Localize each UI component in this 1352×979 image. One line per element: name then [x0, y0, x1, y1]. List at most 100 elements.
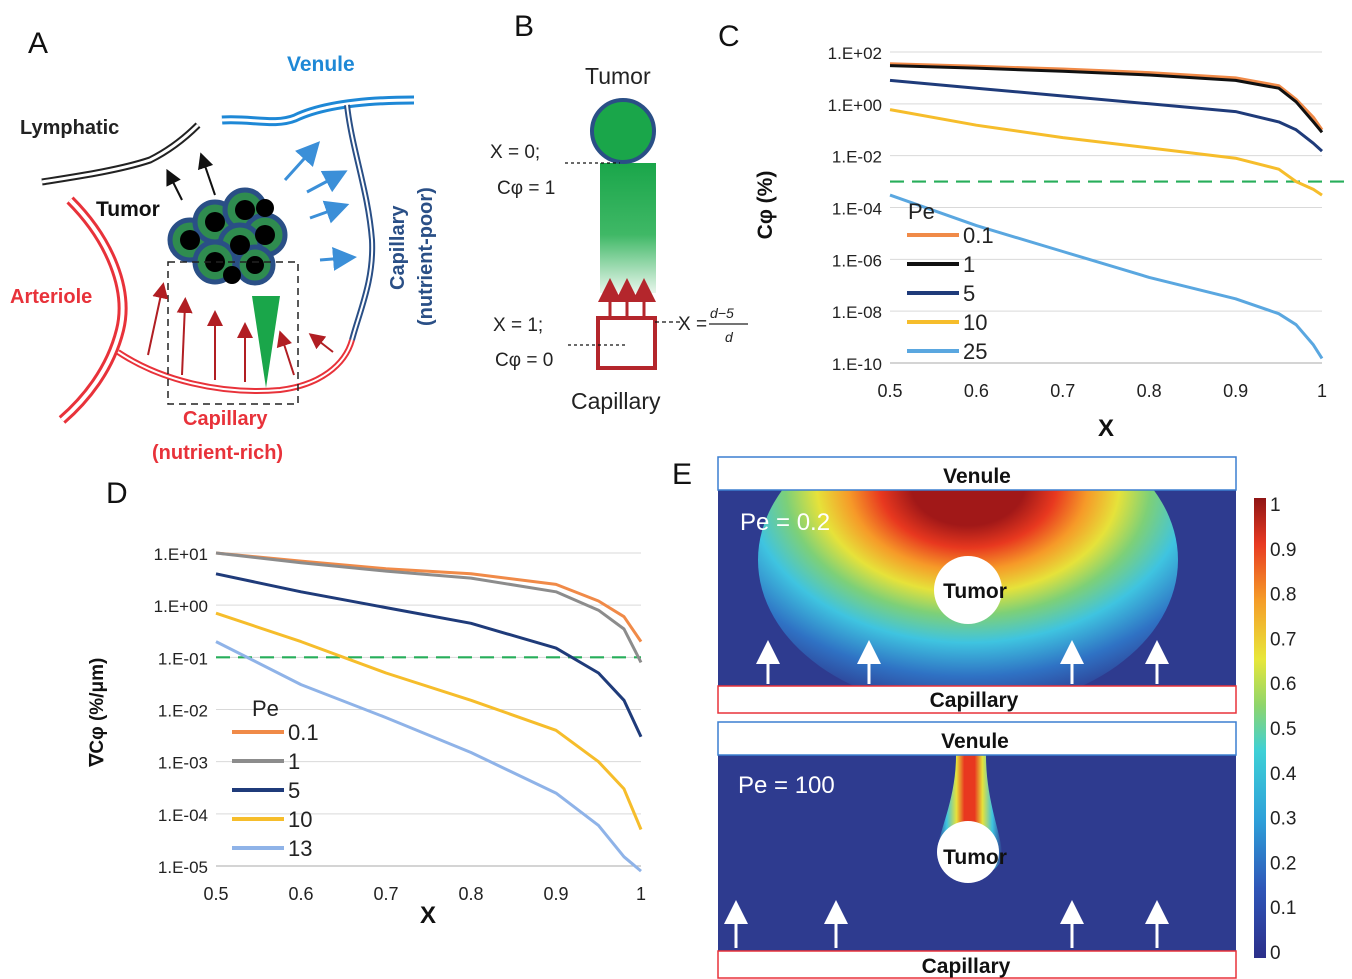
legend-label: 13	[288, 836, 312, 861]
x-tick-label: 0.5	[203, 884, 228, 904]
legend-label: 10	[963, 310, 987, 335]
tumor-label-e-bottom: Tumor	[943, 846, 1007, 869]
series-line-0_1	[889, 62, 1324, 131]
tumor-circle-e-top	[934, 556, 1002, 624]
x-tick-label: 0.7	[373, 884, 398, 904]
x-tick-label: 0.8	[1137, 381, 1162, 401]
capillary-label-top: Capillary	[930, 689, 1019, 712]
venule-label-bottom: Venule	[941, 730, 1009, 753]
ticks-d: 1.E+01 1.E+00 1.E-01 1.E-02 1.E-03 1.E-04 1.E-…	[154, 545, 646, 904]
panel-letter-a: A	[28, 27, 48, 60]
series-lines-c	[889, 62, 1347, 360]
x-tick-label: 0.8	[458, 884, 483, 904]
x1-label: X = 1;	[493, 315, 543, 336]
c1-label: Cφ = 1	[497, 178, 555, 199]
capillary-label-bottom: Capillary	[922, 955, 1011, 978]
lymphatic-label: Lymphatic	[20, 117, 119, 139]
colorbar-tick-label: 1	[1270, 495, 1281, 516]
venule-bar-bottom	[717, 721, 1237, 756]
y-tick-label: 1.E-04	[832, 200, 882, 219]
capillary-label-b: Capillary	[571, 388, 661, 414]
legend-title-d: Pe	[252, 696, 279, 721]
capillary-box-b	[596, 316, 657, 370]
legend-label: 1	[963, 252, 975, 277]
x-tick-label: 0.9	[543, 884, 568, 904]
capillary-poor-sublabel: (nutrient-poor)	[415, 187, 437, 326]
colorbar-tick-label: 0.3	[1270, 809, 1296, 830]
colorbar-tick-label: 0	[1270, 943, 1281, 964]
panel-b: B Tumor X = 0; Cφ = 1 X = 1; Cφ = 0 X = …	[490, 10, 748, 414]
panel-letter-b: B	[514, 10, 534, 43]
legend-title-c: Pe	[908, 199, 935, 224]
capillary-poor-label: Capillary	[387, 205, 409, 290]
tumor-cluster	[167, 187, 288, 286]
capillary-bar-top	[717, 685, 1237, 714]
tumor-circle-b	[590, 98, 656, 164]
series-line-0_1	[215, 551, 643, 643]
y-tick-label: 1.E-01	[158, 649, 208, 668]
colorbar	[1254, 498, 1266, 958]
colorbar-tick-label: 0.7	[1270, 629, 1296, 650]
colorbar-tick-label: 0.5	[1270, 719, 1296, 740]
colorbar-ticks: 1 0.9 0.8 0.7 0.6 0.5 0.4 0.3 0.2 0.1 0	[1270, 495, 1297, 964]
x-axis-title-d: X	[420, 902, 436, 929]
x-tick-label: 0.5	[877, 381, 902, 401]
legend-label: 1	[288, 749, 300, 774]
concentration-column	[600, 163, 656, 293]
series-line-10	[889, 108, 1323, 197]
panel-c: C Cφ (%) X 1.E+02 1.E+00 1.E-02 1.E-04 1.E-0…	[718, 20, 1347, 442]
colorbar-tick-label: 0.8	[1270, 585, 1296, 606]
legend-label: 5	[963, 281, 975, 306]
colorbar-tick-label: 0.2	[1270, 853, 1296, 874]
y-tick-label: 1.E+00	[154, 597, 208, 616]
legend-label: 0.1	[963, 223, 994, 248]
legend-c: Pe 0.1 1 5 10 25	[907, 199, 994, 364]
capillary-rich-sublabel: (nutrient-rich)	[152, 442, 283, 464]
y-tick-label: 1.E-02	[832, 148, 882, 167]
venule-bar-top	[717, 456, 1237, 491]
y-axis-title-c: Cφ (%)	[754, 171, 777, 240]
panel-e: E Tumor Pe = 0.2 Venule Capillary Tumor …	[672, 456, 1297, 979]
capillary-rich-label: Capillary	[183, 408, 268, 430]
x-axis-title-c: X	[1098, 415, 1114, 442]
panel-d: D ∇Cφ (%/μm) X 1.E+011.E+001.E-011.E-021…	[87, 477, 646, 929]
fraction-numerator: d−5	[710, 305, 734, 321]
x-equation-label: X =	[678, 314, 707, 335]
colorbar-tick-label: 0.6	[1270, 674, 1296, 695]
venule-label: Venule	[287, 53, 355, 76]
series-line-5	[889, 78, 1324, 153]
tumor-label-b: Tumor	[585, 63, 651, 89]
tumor-label-a: Tumor	[96, 198, 160, 221]
gradient-wedge	[252, 296, 280, 388]
legend-label: 0.1	[288, 720, 319, 745]
x-tick-label: 1	[636, 884, 646, 904]
x-tick-label: 0.6	[288, 884, 313, 904]
y-tick-label: 1.E+00	[828, 96, 882, 115]
y-axis-title-d: ∇Cφ (%/μm)	[87, 658, 108, 768]
legend-label: 10	[288, 807, 312, 832]
pe-high-label: Pe = 100	[738, 772, 835, 799]
x0-label: X = 0;	[490, 142, 540, 163]
tumor-label-e-top: Tumor	[943, 580, 1007, 603]
legend-d: Pe 0.1 1 5 10 13	[232, 696, 319, 861]
series-line-1	[889, 64, 1324, 134]
x-tick-label: 1	[1317, 381, 1327, 401]
series-line-5	[215, 572, 643, 738]
capillary-rich-vessel	[116, 339, 355, 394]
capillary-bar-bottom	[717, 950, 1237, 979]
gridlines-c	[890, 51, 1322, 364]
tumor-circle-e-bottom	[937, 821, 999, 883]
colorbar-tick-label: 0.1	[1270, 898, 1296, 919]
region-box	[167, 261, 299, 405]
panel-letter-e: E	[672, 458, 692, 491]
panel-letter-c: C	[718, 20, 740, 53]
panel-letter-d: D	[106, 477, 128, 510]
legend-label: 25	[963, 339, 987, 364]
y-tick-label: 1.E-02	[158, 702, 208, 721]
x-tick-label: 0.6	[964, 381, 989, 401]
venule-label-top: Venule	[943, 465, 1011, 488]
ticks-c: 1.E+02 1.E+00 1.E-02 1.E-04 1.E-06 1.E-08 1.E-…	[828, 44, 1327, 401]
y-tick-label: 1.E+02	[828, 44, 882, 63]
y-tick-label: 1.E-10	[832, 355, 882, 374]
